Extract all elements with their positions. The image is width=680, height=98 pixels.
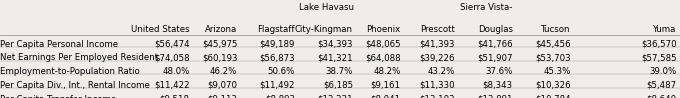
Text: $13,103: $13,103 xyxy=(420,95,455,98)
Text: Arizona: Arizona xyxy=(205,24,237,34)
Text: $53,703: $53,703 xyxy=(535,53,571,62)
Text: 50.6%: 50.6% xyxy=(268,67,295,76)
Text: $36,570: $36,570 xyxy=(641,40,677,49)
Text: Tucson: Tucson xyxy=(541,24,571,34)
Text: 39.0%: 39.0% xyxy=(649,67,677,76)
Text: $41,766: $41,766 xyxy=(477,40,513,49)
Text: $8,343: $8,343 xyxy=(483,81,513,90)
Text: Per Capita Transfer Income: Per Capita Transfer Income xyxy=(0,95,116,98)
Text: $10,326: $10,326 xyxy=(535,81,571,90)
Text: Sierra Vista-: Sierra Vista- xyxy=(460,3,513,12)
Text: $11,330: $11,330 xyxy=(420,81,455,90)
Text: $8,640: $8,640 xyxy=(647,95,677,98)
Text: $57,585: $57,585 xyxy=(641,53,677,62)
Text: Douglas: Douglas xyxy=(478,24,513,34)
Text: $11,422: $11,422 xyxy=(154,81,190,90)
Text: $12,221: $12,221 xyxy=(318,95,353,98)
Text: $5,487: $5,487 xyxy=(647,81,677,90)
Text: $49,189: $49,189 xyxy=(260,40,295,49)
Text: Employment-to-Population Ratio: Employment-to-Population Ratio xyxy=(0,67,140,76)
Text: $13,891: $13,891 xyxy=(477,95,513,98)
Text: Per Capita Personal Income: Per Capita Personal Income xyxy=(0,40,118,49)
Text: Lake Havasu: Lake Havasu xyxy=(299,3,354,12)
Text: 43.2%: 43.2% xyxy=(428,67,455,76)
Text: $6,185: $6,185 xyxy=(323,81,353,90)
Text: Net Earnings Per Employed Resident: Net Earnings Per Employed Resident xyxy=(0,53,158,62)
Text: $56,474: $56,474 xyxy=(154,40,190,49)
Text: $45,975: $45,975 xyxy=(202,40,237,49)
Text: Phoenix: Phoenix xyxy=(367,24,401,34)
Text: $48,065: $48,065 xyxy=(365,40,401,49)
Text: $8,041: $8,041 xyxy=(371,95,401,98)
Text: 37.6%: 37.6% xyxy=(486,67,513,76)
Text: $9,070: $9,070 xyxy=(207,81,237,90)
Text: $8,893: $8,893 xyxy=(265,95,295,98)
Text: City-Kingman: City-Kingman xyxy=(295,24,353,34)
Text: $10,784: $10,784 xyxy=(535,95,571,98)
Text: $64,088: $64,088 xyxy=(365,53,401,62)
Text: Yuma: Yuma xyxy=(653,24,677,34)
Text: $9,113: $9,113 xyxy=(207,95,237,98)
Text: $56,873: $56,873 xyxy=(260,53,295,62)
Text: Prescott: Prescott xyxy=(420,24,455,34)
Text: Flagstaff: Flagstaff xyxy=(258,24,295,34)
Text: $51,907: $51,907 xyxy=(477,53,513,62)
Text: United States: United States xyxy=(131,24,190,34)
Text: $74,058: $74,058 xyxy=(154,53,190,62)
Text: $11,492: $11,492 xyxy=(260,81,295,90)
Text: $45,456: $45,456 xyxy=(535,40,571,49)
Text: 38.7%: 38.7% xyxy=(326,67,353,76)
Text: 45.3%: 45.3% xyxy=(543,67,571,76)
Text: 46.2%: 46.2% xyxy=(210,67,237,76)
Text: $41,321: $41,321 xyxy=(318,53,353,62)
Text: $41,393: $41,393 xyxy=(420,40,455,49)
Text: 48.0%: 48.0% xyxy=(163,67,190,76)
Text: $9,518: $9,518 xyxy=(160,95,190,98)
Text: $39,226: $39,226 xyxy=(420,53,455,62)
Text: Per Capita Div., Int., Rental Income: Per Capita Div., Int., Rental Income xyxy=(0,81,150,90)
Text: $9,161: $9,161 xyxy=(371,81,401,90)
Text: 48.2%: 48.2% xyxy=(373,67,401,76)
Text: $60,193: $60,193 xyxy=(202,53,237,62)
Text: $34,393: $34,393 xyxy=(318,40,353,49)
